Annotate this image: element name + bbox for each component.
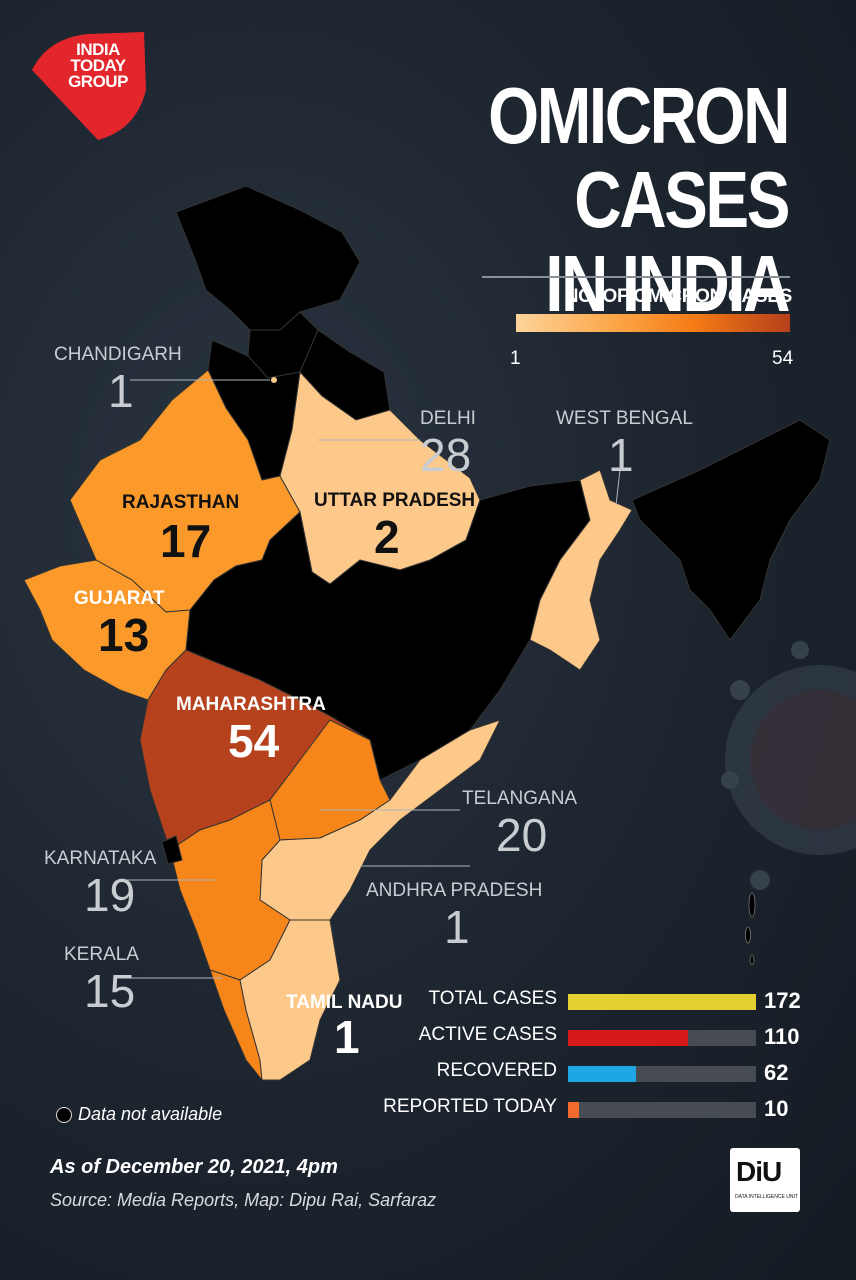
legend-gradient-bar bbox=[516, 314, 790, 332]
diu-logo-subtitle: DATA INTELLIGENCE UNIT bbox=[735, 1194, 798, 1200]
stat-bar-fill bbox=[568, 1030, 689, 1046]
title-line-1: OMICRON CASES bbox=[488, 71, 790, 244]
legend-divider bbox=[482, 276, 790, 278]
label-uttar-pradesh-cases: 2 bbox=[374, 511, 400, 563]
diu-logo: DiU DATA INTELLIGENCE UNIT bbox=[730, 1148, 800, 1212]
region-northeast bbox=[631, 419, 831, 641]
label-maharashtra-name: MAHARASHTRA bbox=[176, 694, 326, 715]
label-tamil-nadu-cases: 1 bbox=[334, 1011, 360, 1063]
data-not-available-text: Data not available bbox=[78, 1104, 223, 1124]
stat-bar-fill bbox=[568, 1066, 636, 1082]
label-tamil-nadu-name: TAMIL NADU bbox=[286, 992, 403, 1013]
leader-lines bbox=[120, 379, 621, 979]
stat-bar-track bbox=[568, 1066, 756, 1082]
region-chandigarh bbox=[271, 377, 277, 383]
region-gujarat bbox=[23, 559, 191, 701]
label-andhra-pradesh-cases: 1 bbox=[444, 901, 470, 953]
stat-bar-track bbox=[568, 1102, 756, 1118]
label-gujarat-name: GUJARAT bbox=[74, 588, 165, 609]
label-west-bengal-name: WEST BENGAL bbox=[556, 408, 693, 429]
data-not-available-note: Data not available bbox=[56, 1104, 222, 1125]
stat-value: 10 bbox=[764, 1096, 789, 1121]
region-andhra-pradesh bbox=[259, 719, 501, 921]
label-delhi-name: DELHI bbox=[420, 408, 476, 429]
no-data-dot-icon bbox=[56, 1106, 72, 1123]
legend-min: 1 bbox=[510, 348, 521, 369]
stat-value: 62 bbox=[764, 1060, 789, 1085]
stat-value: 110 bbox=[764, 1024, 800, 1049]
label-uttar-pradesh-name: UTTAR PRADESH bbox=[314, 490, 476, 511]
source-credit: Source: Media Reports, Map: Dipu Rai, Sa… bbox=[50, 1190, 437, 1210]
india-today-logo: INDIA TODAY GROUP bbox=[28, 30, 150, 142]
legend-max: 54 bbox=[772, 348, 794, 369]
region-goa bbox=[161, 835, 183, 865]
stat-bar-fill bbox=[568, 1102, 579, 1118]
logo-text: INDIA TODAY GROUP bbox=[68, 40, 128, 91]
label-karnataka-name: KARNATAKA bbox=[44, 848, 157, 869]
stat-value: 172 bbox=[764, 988, 801, 1013]
stat-bar-fill bbox=[568, 994, 756, 1010]
logo-shape bbox=[32, 32, 146, 140]
stat-label: TOTAL CASES bbox=[428, 988, 557, 1009]
virus-decoration bbox=[721, 641, 856, 890]
legend-title: NO. OF OMICRON CASES bbox=[564, 286, 793, 307]
label-andhra-pradesh-name: ANDHRA PRADESH bbox=[366, 880, 543, 901]
label-chandigarh-name: CHANDIGARH bbox=[54, 344, 182, 365]
region-west-bengal bbox=[529, 469, 633, 671]
label-rajasthan-cases: 17 bbox=[160, 515, 212, 567]
title-line-2: IN INDIA bbox=[545, 239, 790, 328]
label-telangana-name: TELANGANA bbox=[462, 788, 578, 809]
region-jammu-kashmir bbox=[175, 185, 361, 331]
label-chandigarh-cases: 1 bbox=[108, 365, 134, 417]
stat-bar-track bbox=[568, 1030, 756, 1046]
region-andaman bbox=[745, 892, 756, 966]
page-title: OMICRON CASES IN INDIA bbox=[362, 71, 790, 328]
label-maharashtra-cases: 54 bbox=[228, 715, 280, 767]
label-delhi-cases: 28 bbox=[420, 429, 472, 481]
stat-label: REPORTED TODAY bbox=[383, 1096, 557, 1117]
label-gujarat-cases: 13 bbox=[98, 609, 150, 661]
stat-bar-track bbox=[568, 994, 756, 1010]
label-telangana-cases: 20 bbox=[496, 809, 548, 861]
region-tamil-nadu bbox=[239, 919, 341, 1081]
label-rajasthan-name: RAJASTHAN bbox=[122, 492, 240, 513]
as-of-date: As of December 20, 2021, 4pm bbox=[50, 1156, 338, 1178]
stat-label: RECOVERED bbox=[436, 1060, 557, 1081]
label-kerala-cases: 15 bbox=[84, 965, 136, 1017]
label-kerala-name: KERALA bbox=[64, 944, 139, 965]
diu-logo-text: DiU bbox=[736, 1156, 782, 1187]
label-west-bengal-cases: 1 bbox=[608, 429, 634, 481]
stat-label: ACTIVE CASES bbox=[418, 1024, 557, 1045]
label-karnataka-cases: 19 bbox=[84, 869, 136, 921]
